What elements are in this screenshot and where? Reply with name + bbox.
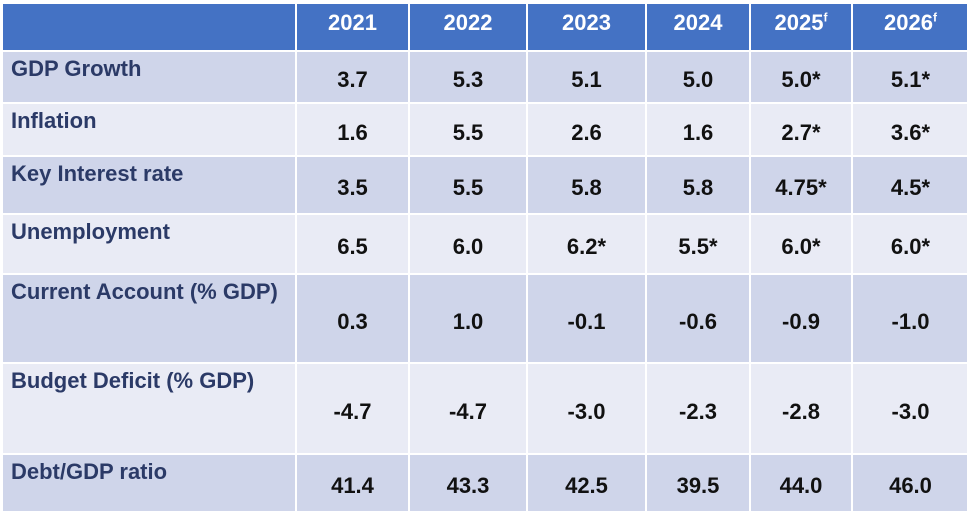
table-cell: 41.4 <box>295 453 410 513</box>
table-cell: 0.3 <box>295 273 410 364</box>
table-cell: 6.0 <box>408 213 528 275</box>
row-label: GDP Growth <box>1 50 297 104</box>
table-cell: 46.0 <box>851 453 967 513</box>
table-cell: -1.0 <box>851 273 967 364</box>
table-cell: 42.5 <box>526 453 647 513</box>
table-cell: 1.6 <box>295 102 410 157</box>
table-cell: 2.7* <box>749 102 853 157</box>
table-cell: 6.2* <box>526 213 647 275</box>
table-cell: 44.0 <box>749 453 853 513</box>
row-label: Current Account (% GDP) <box>1 273 297 364</box>
row-label: Debt/GDP ratio <box>1 453 297 513</box>
table-row: GDP Growth 3.7 5.3 5.1 5.0 5.0* 5.1* <box>1 50 967 104</box>
column-year: 2024 <box>673 10 723 35</box>
row-label: Key Interest rate <box>1 155 297 215</box>
table-cell: -2.3 <box>645 362 751 455</box>
table-row: Inflation 1.6 5.5 2.6 1.6 2.7* 3.6* <box>1 102 967 157</box>
table-row: Current Account (% GDP) 0.3 1.0 -0.1 -0.6 -0.… <box>1 273 967 364</box>
table-cell: 5.0* <box>749 50 853 104</box>
table-cell: 5.0 <box>645 50 751 104</box>
header-row: 2021 2022 2023 2024 2025f 2026f <box>1 2 967 52</box>
table-cell: 6.5 <box>295 213 410 275</box>
table-cell: 39.5 <box>645 453 751 513</box>
table-cell: 5.1* <box>851 50 967 104</box>
row-label: Budget Deficit (% GDP) <box>1 362 297 455</box>
table-cell: 4.5* <box>851 155 967 215</box>
table-cell: 3.6* <box>851 102 967 157</box>
table-cell: -0.6 <box>645 273 751 364</box>
table-cell: 5.5* <box>645 213 751 275</box>
table-cell: 5.5 <box>408 155 528 215</box>
column-header-2024: 2024 <box>645 2 751 52</box>
table-cell: -3.0 <box>851 362 967 455</box>
table-cell: -2.8 <box>749 362 853 455</box>
column-year: 2026 <box>884 10 933 35</box>
row-label: Inflation <box>1 102 297 157</box>
table-cell: -0.1 <box>526 273 647 364</box>
table-cell: 3.5 <box>295 155 410 215</box>
table-cell: 6.0* <box>851 213 967 275</box>
table-cell: -3.0 <box>526 362 647 455</box>
table-row: Unemployment 6.5 6.0 6.2* 5.5* 6.0* 6.0* <box>1 213 967 275</box>
column-year: 2023 <box>562 10 611 35</box>
table-cell: 2.6 <box>526 102 647 157</box>
table-cell: -0.9 <box>749 273 853 364</box>
forecast-marker: f <box>932 10 937 25</box>
table-row: Debt/GDP ratio 41.4 43.3 42.5 39.5 44.0 46.0 <box>1 453 967 513</box>
column-header-2025: 2025f <box>749 2 853 52</box>
table-cell: 43.3 <box>408 453 528 513</box>
table-cell: 6.0* <box>749 213 853 275</box>
column-header-2023: 2023 <box>526 2 647 52</box>
table-cell: 1.0 <box>408 273 528 364</box>
table-cell: 5.8 <box>526 155 647 215</box>
column-header-2026: 2026f <box>851 2 967 52</box>
row-label: Unemployment <box>1 213 297 275</box>
table-cell: -4.7 <box>408 362 528 455</box>
table-cell: 5.8 <box>645 155 751 215</box>
column-year: 2021 <box>328 10 377 35</box>
header-corner <box>1 2 297 52</box>
column-header-2021: 2021 <box>295 2 410 52</box>
column-year: 2025 <box>774 10 824 35</box>
table-cell: 5.1 <box>526 50 647 104</box>
table-cell: 1.6 <box>645 102 751 157</box>
table-row: Key Interest rate 3.5 5.5 5.8 5.8 4.75* 4.5* <box>1 155 967 215</box>
table-cell: -4.7 <box>295 362 410 455</box>
table-row: Budget Deficit (% GDP) -4.7 -4.7 -3.0 -2.3 -2… <box>1 362 967 455</box>
forecast-marker: f <box>823 10 828 25</box>
column-header-2022: 2022 <box>408 2 528 52</box>
table-cell: 5.3 <box>408 50 528 104</box>
table-cell: 3.7 <box>295 50 410 104</box>
table-cell: 4.75* <box>749 155 853 215</box>
column-year: 2022 <box>443 10 493 35</box>
table-cell: 5.5 <box>408 102 528 157</box>
